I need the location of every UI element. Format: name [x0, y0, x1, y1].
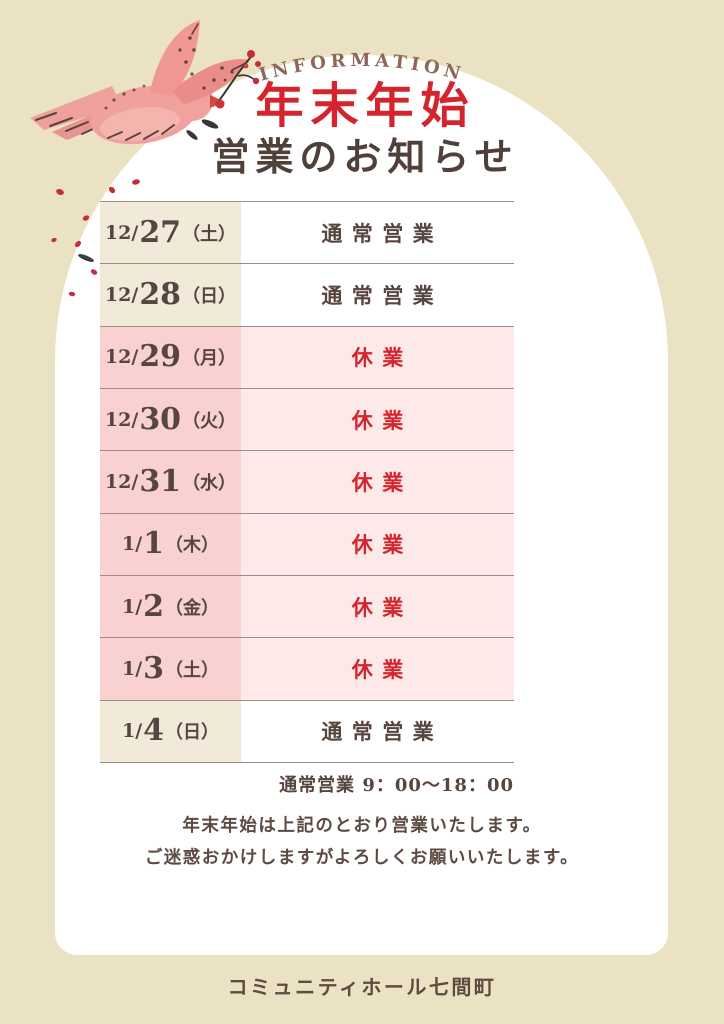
status-cell: 休業 [241, 575, 514, 638]
date-cell: 1/1 （木） [100, 513, 241, 575]
table-row: 1/2 （金） 休業 [100, 574, 514, 638]
table-row: 12/30 （火） 休業 [100, 387, 514, 451]
page-title-main: 営業のお知らせ [211, 134, 519, 179]
status-cell: 休業 [241, 326, 514, 388]
page-title-red: 年末年始 [255, 78, 476, 134]
closing-note: 年末年始は上記のとおり営業いたします。 ご迷惑おかけしますがよろしくお願いいたし… [0, 810, 724, 875]
date-cell: 1/4 （日） [100, 700, 241, 762]
table-row: 12/29 （月） 休業 [100, 325, 514, 388]
table-row: 1/3 （土） 休業 [100, 637, 514, 700]
information-eyebrow: INFORMATION [257, 50, 463, 86]
table-row: 12/28 （日） 通常営業 [100, 263, 514, 326]
date-cell: 1/2 （金） [100, 575, 241, 638]
date-cell: 12/30 （火） [100, 388, 241, 451]
schedule-table: 12/27 （土） 通常営業 12/28 （日） 通常営業 12/29 （月） 休業 … [100, 201, 514, 763]
hours-note: 通常営業 9：00〜18：00 [279, 775, 514, 796]
date-cell: 12/29 （月） [100, 326, 241, 388]
status-cell: 休業 [241, 638, 514, 700]
status-cell: 通常営業 [241, 264, 514, 326]
table-row: 1/4 （日） 通常営業 [100, 699, 514, 762]
date-cell: 12/27 （土） [100, 202, 241, 264]
table-row: 1/1 （木） 休業 [100, 512, 514, 575]
date-cell: 1/3 （土） [100, 638, 241, 700]
date-cell: 12/28 （日） [100, 264, 241, 326]
table-row: 12/31 （水） 休業 [100, 450, 514, 513]
brand-name: コミュニティホール七間町 [227, 975, 497, 999]
status-cell: 休業 [241, 451, 514, 513]
closing-note-line2: ご迷惑おかけしますがよろしくお願いいたします。 [144, 848, 580, 869]
status-cell: 通常営業 [241, 700, 514, 762]
table-row: 12/27 （土） 通常営業 [100, 201, 514, 264]
status-cell: 休業 [241, 513, 514, 575]
closing-note-line1: 年末年始は上記のとおり営業いたします。 [182, 816, 542, 836]
status-cell: 休業 [241, 388, 514, 451]
status-cell: 通常営業 [241, 202, 514, 264]
date-cell: 12/31 （水） [100, 451, 241, 513]
